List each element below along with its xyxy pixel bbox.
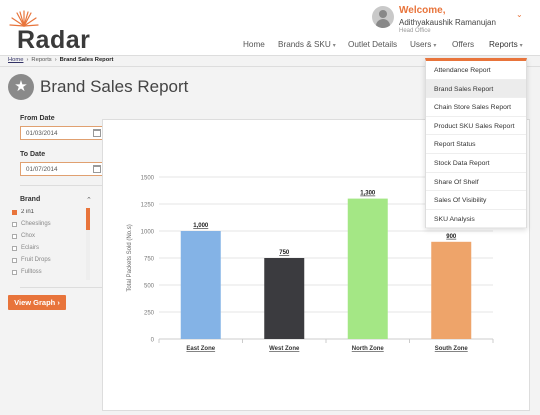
user-menu[interactable]: Welcome, Adithyakaushik Ramanujan Head O… <box>372 4 540 36</box>
bar-north-zone <box>347 198 388 339</box>
nav-users[interactable]: Users ▾ <box>410 40 436 49</box>
avatar[interactable] <box>372 6 394 28</box>
from-date-input[interactable]: 01/03/2014 <box>20 126 104 140</box>
view-graph-button[interactable]: View Graph › <box>8 295 66 310</box>
bar-east-zone <box>180 231 221 339</box>
header: Radar Welcome, Adithyakaushik Ramanujan … <box>0 0 540 56</box>
breadcrumb-current: Brand Sales Report <box>59 57 114 63</box>
nav-reports[interactable]: Reports ▾ <box>489 40 523 49</box>
breadcrumb-separator: › <box>54 57 57 63</box>
chevron-up-icon[interactable]: ⌃ <box>86 197 92 204</box>
brand-list: 2 in1 Cheeslings Chox Eclairs Fruit Drop… <box>12 209 96 281</box>
chevron-down-icon[interactable]: ⌄ <box>516 10 523 19</box>
bar-value-label: 900 <box>446 234 457 240</box>
chevron-down-icon: ▾ <box>332 43 336 49</box>
brand-checkbox[interactable] <box>12 270 17 275</box>
menu-item-sales-of-visibility[interactable]: Sales Of Visibility <box>426 191 526 210</box>
x-tick-label: West Zone <box>269 346 300 352</box>
brand-label: Eclairs <box>21 245 40 251</box>
bar-value-label: 750 <box>279 250 290 256</box>
star-icon: ★ <box>8 74 34 100</box>
brand-label: Cheeslings <box>21 221 51 227</box>
brand-label: Fruit Drops <box>21 257 51 263</box>
user-role: Head Office <box>399 28 431 34</box>
x-tick-label: South Zone <box>435 346 469 352</box>
menu-item-chain-store-sales-report[interactable]: Chain Store Sales Report <box>426 98 526 117</box>
bar-value-label: 1,300 <box>360 191 376 197</box>
to-date-value: 01/07/2014 <box>26 166 58 173</box>
arrow-right-icon: › <box>57 298 60 307</box>
breadcrumb: Home › Reports › Brand Sales Report <box>8 57 113 63</box>
y-tick-label: 1250 <box>141 203 155 209</box>
to-date-label: To Date <box>20 151 46 158</box>
brand-scrollbar[interactable] <box>86 208 90 280</box>
reports-dropdown-menu: Attendance Report Brand Sales Report Chain… <box>425 58 527 229</box>
y-tick-label: 250 <box>144 311 155 317</box>
to-date-input[interactable]: 01/07/2014 <box>20 162 104 176</box>
nav-label: Outlet Details <box>348 40 398 49</box>
nav-label: Users <box>410 40 432 49</box>
nav-offers[interactable]: Offers <box>452 40 474 49</box>
bar-south-zone <box>431 241 472 339</box>
from-date-value: 01/03/2014 <box>26 130 58 137</box>
view-graph-label: View Graph <box>14 298 56 307</box>
page-title: Brand Sales Report <box>40 77 189 96</box>
menu-item-product-sku-sales-report[interactable]: Product SKU Sales Report <box>426 117 526 136</box>
from-date-label: From Date <box>20 115 55 122</box>
breadcrumb-home[interactable]: Home <box>8 57 24 63</box>
menu-item-report-status[interactable]: Report Status <box>426 135 526 154</box>
menu-item-stock-data-report[interactable]: Stock Data Report <box>426 154 526 173</box>
nav-label: Offers <box>452 40 475 49</box>
bar-west-zone <box>264 258 305 339</box>
nav-label: Reports <box>489 40 518 49</box>
brand-checkbox[interactable] <box>12 246 17 251</box>
divider <box>20 287 104 288</box>
divider <box>20 185 104 186</box>
menu-item-brand-sales-report[interactable]: Brand Sales Report <box>426 79 526 99</box>
filter-sidebar: From Date 01/03/2014 To Date 01/07/2014 <box>8 110 104 410</box>
menu-item-share-of-shelf[interactable]: Share Of Shelf <box>426 173 526 192</box>
user-name: Adithyakaushik Ramanujan <box>399 18 496 27</box>
brand-checkbox[interactable] <box>12 258 17 263</box>
x-tick-label: North Zone <box>352 346 385 352</box>
welcome-text: Welcome, <box>399 5 446 16</box>
brand-checkbox[interactable] <box>12 210 17 215</box>
breadcrumb-separator: › <box>26 57 29 63</box>
brand-filter-label: Brand <box>20 196 41 203</box>
nav-brands-sku[interactable]: Brands & SKU ▾ <box>278 40 336 49</box>
brand-label: Fulltoss <box>21 269 42 275</box>
brand-label: 2 in1 <box>21 209 35 215</box>
y-tick-label: 1000 <box>141 230 155 236</box>
bar-value-label: 1,000 <box>193 223 209 229</box>
nav-label: Home <box>243 40 265 49</box>
nav-home[interactable]: Home <box>243 40 265 49</box>
chevron-down-icon: ▾ <box>433 43 437 49</box>
chevron-down-icon: ▾ <box>519 43 523 49</box>
brand-scrollbar-thumb[interactable] <box>86 208 90 230</box>
menu-item-sku-analysis[interactable]: SKU Analysis <box>426 210 526 229</box>
brand-checkbox[interactable] <box>12 234 17 239</box>
divider <box>0 66 540 67</box>
radar-logo[interactable] <box>8 8 92 54</box>
y-tick-label: 1500 <box>141 176 155 182</box>
brand-checkbox[interactable] <box>12 222 17 227</box>
logo-text: Radar <box>17 26 91 54</box>
y-tick-label: 500 <box>144 284 155 290</box>
breadcrumb-reports[interactable]: Reports <box>31 57 52 63</box>
calendar-icon[interactable] <box>93 165 101 173</box>
nav-label: Brands & SKU <box>278 40 331 49</box>
logo-sunburst-icon <box>9 10 39 27</box>
brand-label: Chox <box>21 233 36 239</box>
x-tick-label: East Zone <box>186 346 215 352</box>
y-tick-label: 750 <box>144 257 155 263</box>
y-tick-label: 0 <box>151 338 155 344</box>
y-axis-label: Total Packets Sold (No.s) <box>127 224 133 291</box>
calendar-icon[interactable] <box>93 129 101 137</box>
nav-outlet-details[interactable]: Outlet Details <box>348 40 397 49</box>
menu-item-attendance-report[interactable]: Attendance Report <box>426 61 526 80</box>
